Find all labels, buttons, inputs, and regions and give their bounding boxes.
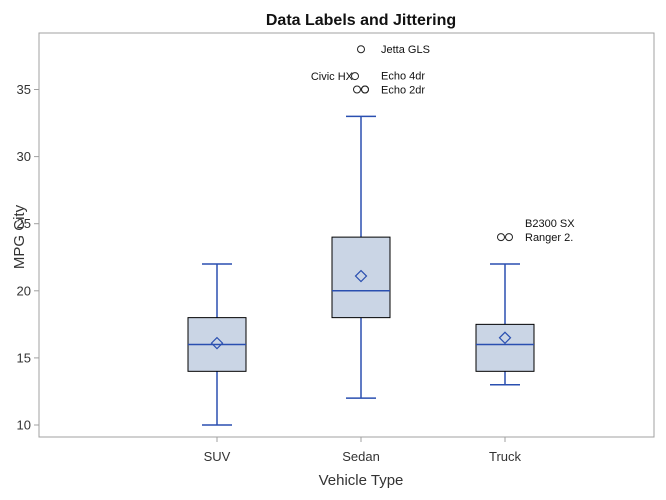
y-tick-label: 15 — [17, 350, 31, 365]
x-tick-label: Truck — [489, 449, 522, 464]
mean-marker — [354, 269, 368, 283]
y-tick-label: 35 — [17, 82, 31, 97]
mean-marker — [498, 331, 512, 345]
y-tick-label: 20 — [17, 283, 31, 298]
box-iqr — [331, 236, 391, 319]
outlier-point — [361, 85, 369, 94]
x-tick-label: SUV — [204, 449, 231, 464]
outlier-label: Civic HX — [311, 71, 354, 83]
box-group-truck: B2300 SX Ranger 2. — [475, 218, 575, 386]
y-tick-label: 10 — [17, 418, 31, 433]
outlier-label: Echo 2dr — [381, 85, 425, 97]
box-group-sedan: Jetta GLS Civic HX Echo 4dr Echo 2dr — [311, 44, 430, 399]
chart-title: Data Labels and Jittering — [266, 12, 456, 29]
outlier-point — [351, 72, 359, 81]
x-axis: SUV Sedan Truck — [204, 437, 522, 464]
x-axis-label: Vehicle Type — [319, 472, 404, 489]
outlier-point — [353, 85, 361, 94]
outlier-point — [497, 233, 505, 242]
mean-marker — [210, 336, 224, 350]
y-axis: 10 15 20 25 30 35 — [17, 82, 39, 433]
box-group-suv — [187, 263, 247, 426]
y-tick-label: 25 — [17, 216, 31, 231]
y-tick-label: 30 — [17, 149, 31, 164]
boxes-layer: Jetta GLS Civic HX Echo 4dr Echo 2dr B2300 S… — [187, 44, 575, 426]
outlier-label: Jetta GLS — [381, 44, 430, 56]
plot-frame — [38, 32, 655, 438]
outlier-point — [357, 45, 365, 54]
outlier-label: B2300 SX — [525, 218, 575, 230]
outlier-point — [505, 233, 513, 242]
y-axis-label: MPG City — [11, 204, 28, 269]
outlier-label: Echo 4dr — [381, 71, 425, 83]
x-tick-label: Sedan — [342, 449, 380, 464]
outlier-label: Ranger 2. — [525, 232, 573, 244]
box-iqr — [475, 323, 535, 372]
